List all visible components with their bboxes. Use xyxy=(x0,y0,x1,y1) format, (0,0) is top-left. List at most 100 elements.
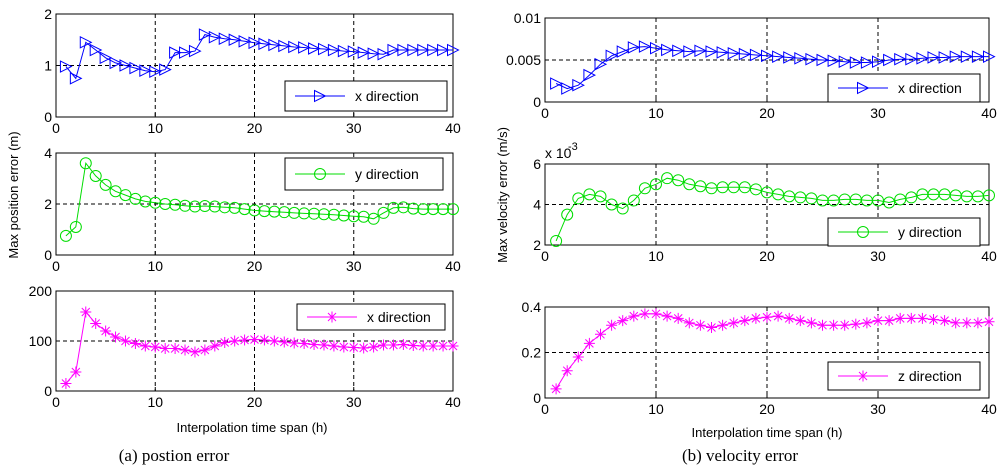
data-point-marker xyxy=(650,178,662,191)
data-point-marker xyxy=(79,157,92,170)
legend-label: x direction xyxy=(355,88,419,104)
y-tick-label: 0.01 xyxy=(514,10,541,26)
data-point-marker xyxy=(80,306,92,318)
data-point-marker xyxy=(849,56,863,69)
data-point-marker xyxy=(258,37,272,51)
legend-label: x direction xyxy=(898,80,962,96)
data-point-marker xyxy=(348,342,360,353)
data-point-marker xyxy=(638,40,652,53)
legend-label: y direction xyxy=(355,166,419,182)
y-tick-label: 2 xyxy=(44,196,52,212)
data-point-marker xyxy=(119,59,133,72)
y-tick-label: 200 xyxy=(29,283,53,299)
data-point-marker xyxy=(238,34,252,48)
data-point-marker xyxy=(149,341,161,353)
data-point-marker xyxy=(368,341,380,353)
data-point-marker xyxy=(377,206,390,219)
data-point-marker xyxy=(407,340,419,351)
y-tick-label: 0.4 xyxy=(522,299,542,315)
data-point-marker xyxy=(738,47,752,61)
data-point-marker xyxy=(894,52,907,66)
data-point-marker xyxy=(627,41,641,54)
data-point-marker xyxy=(239,334,251,346)
data-point-marker xyxy=(99,178,112,191)
y-tick-label: 4 xyxy=(533,197,541,213)
data-point-marker xyxy=(905,52,918,66)
data-point-marker xyxy=(119,335,131,347)
data-point-marker xyxy=(817,319,828,331)
data-point-marker xyxy=(561,208,574,221)
data-point-marker xyxy=(417,43,430,57)
x-tick-label: 10 xyxy=(147,120,163,136)
data-point-marker xyxy=(595,328,606,340)
data-point-marker xyxy=(572,192,585,205)
data-point-marker xyxy=(357,210,370,223)
data-point-marker xyxy=(872,315,884,327)
data-point-marker xyxy=(387,339,399,351)
data-point-marker xyxy=(417,203,430,216)
data-point-marker xyxy=(750,312,762,324)
data-point-marker xyxy=(572,78,585,92)
data-point-marker xyxy=(59,229,72,242)
right-x-axis-label: Interpolation time span (h) xyxy=(691,425,842,440)
data-point-marker xyxy=(816,53,830,67)
x-tick-label: 40 xyxy=(981,248,997,264)
data-point-marker xyxy=(916,312,928,324)
data-point-marker xyxy=(268,335,280,347)
data-point-marker xyxy=(872,55,885,68)
data-point-marker xyxy=(347,210,360,223)
x-tick-label: 20 xyxy=(759,248,775,264)
data-point-marker xyxy=(89,43,103,57)
data-point-marker xyxy=(159,63,172,76)
data-point-marker xyxy=(861,317,873,329)
data-point-marker xyxy=(209,340,221,352)
data-point-marker xyxy=(728,317,740,329)
y-axis-multiplier-exponent: -3 xyxy=(568,141,578,153)
data-point-marker xyxy=(149,65,162,78)
data-point-marker xyxy=(672,312,684,324)
data-point-marker xyxy=(694,319,706,331)
data-point-marker xyxy=(169,46,182,59)
data-point-marker xyxy=(298,41,311,54)
data-point-marker xyxy=(772,50,785,63)
data-point-marker xyxy=(828,319,840,331)
y-tick-label: 6 xyxy=(533,156,541,172)
data-point-marker xyxy=(427,43,440,57)
data-point-marker xyxy=(99,51,113,65)
left-x-axis-label: Interpolation time span (h) xyxy=(176,420,327,435)
data-point-marker xyxy=(427,203,440,216)
right-caption: (b) velocity error xyxy=(682,446,798,465)
legend-label: z direction xyxy=(898,368,962,384)
data-point-marker xyxy=(717,319,729,331)
data-point-marker xyxy=(337,44,351,58)
data-point-marker xyxy=(69,72,83,85)
y-tick-label: 0 xyxy=(44,383,52,399)
y-tick-label: 1 xyxy=(44,58,52,74)
data-point-marker xyxy=(308,207,321,220)
legend-marker xyxy=(857,81,870,95)
data-point-marker xyxy=(318,339,330,351)
data-point-marker xyxy=(783,51,796,64)
data-point-marker xyxy=(983,50,996,63)
y-tick-label: 2 xyxy=(533,237,541,253)
data-point-marker xyxy=(447,203,459,216)
x-tick-label: 30 xyxy=(346,258,362,274)
x-tick-label: 0 xyxy=(541,401,549,417)
data-point-marker xyxy=(650,308,662,320)
data-point-marker xyxy=(407,202,420,215)
data-point-marker xyxy=(761,311,773,323)
x-tick-label: 40 xyxy=(445,120,461,136)
data-point-marker xyxy=(594,57,608,71)
data-point-marker xyxy=(199,344,211,356)
data-point-marker xyxy=(179,199,192,212)
x-tick-label: 30 xyxy=(346,394,362,410)
data-point-marker xyxy=(238,203,251,216)
data-point-marker xyxy=(661,43,674,57)
data-point-marker xyxy=(387,201,400,214)
x-tick-label: 30 xyxy=(870,105,886,121)
data-point-marker xyxy=(109,56,123,70)
data-point-marker xyxy=(883,315,895,327)
data-point-marker xyxy=(208,30,222,44)
data-point-marker xyxy=(317,42,331,56)
